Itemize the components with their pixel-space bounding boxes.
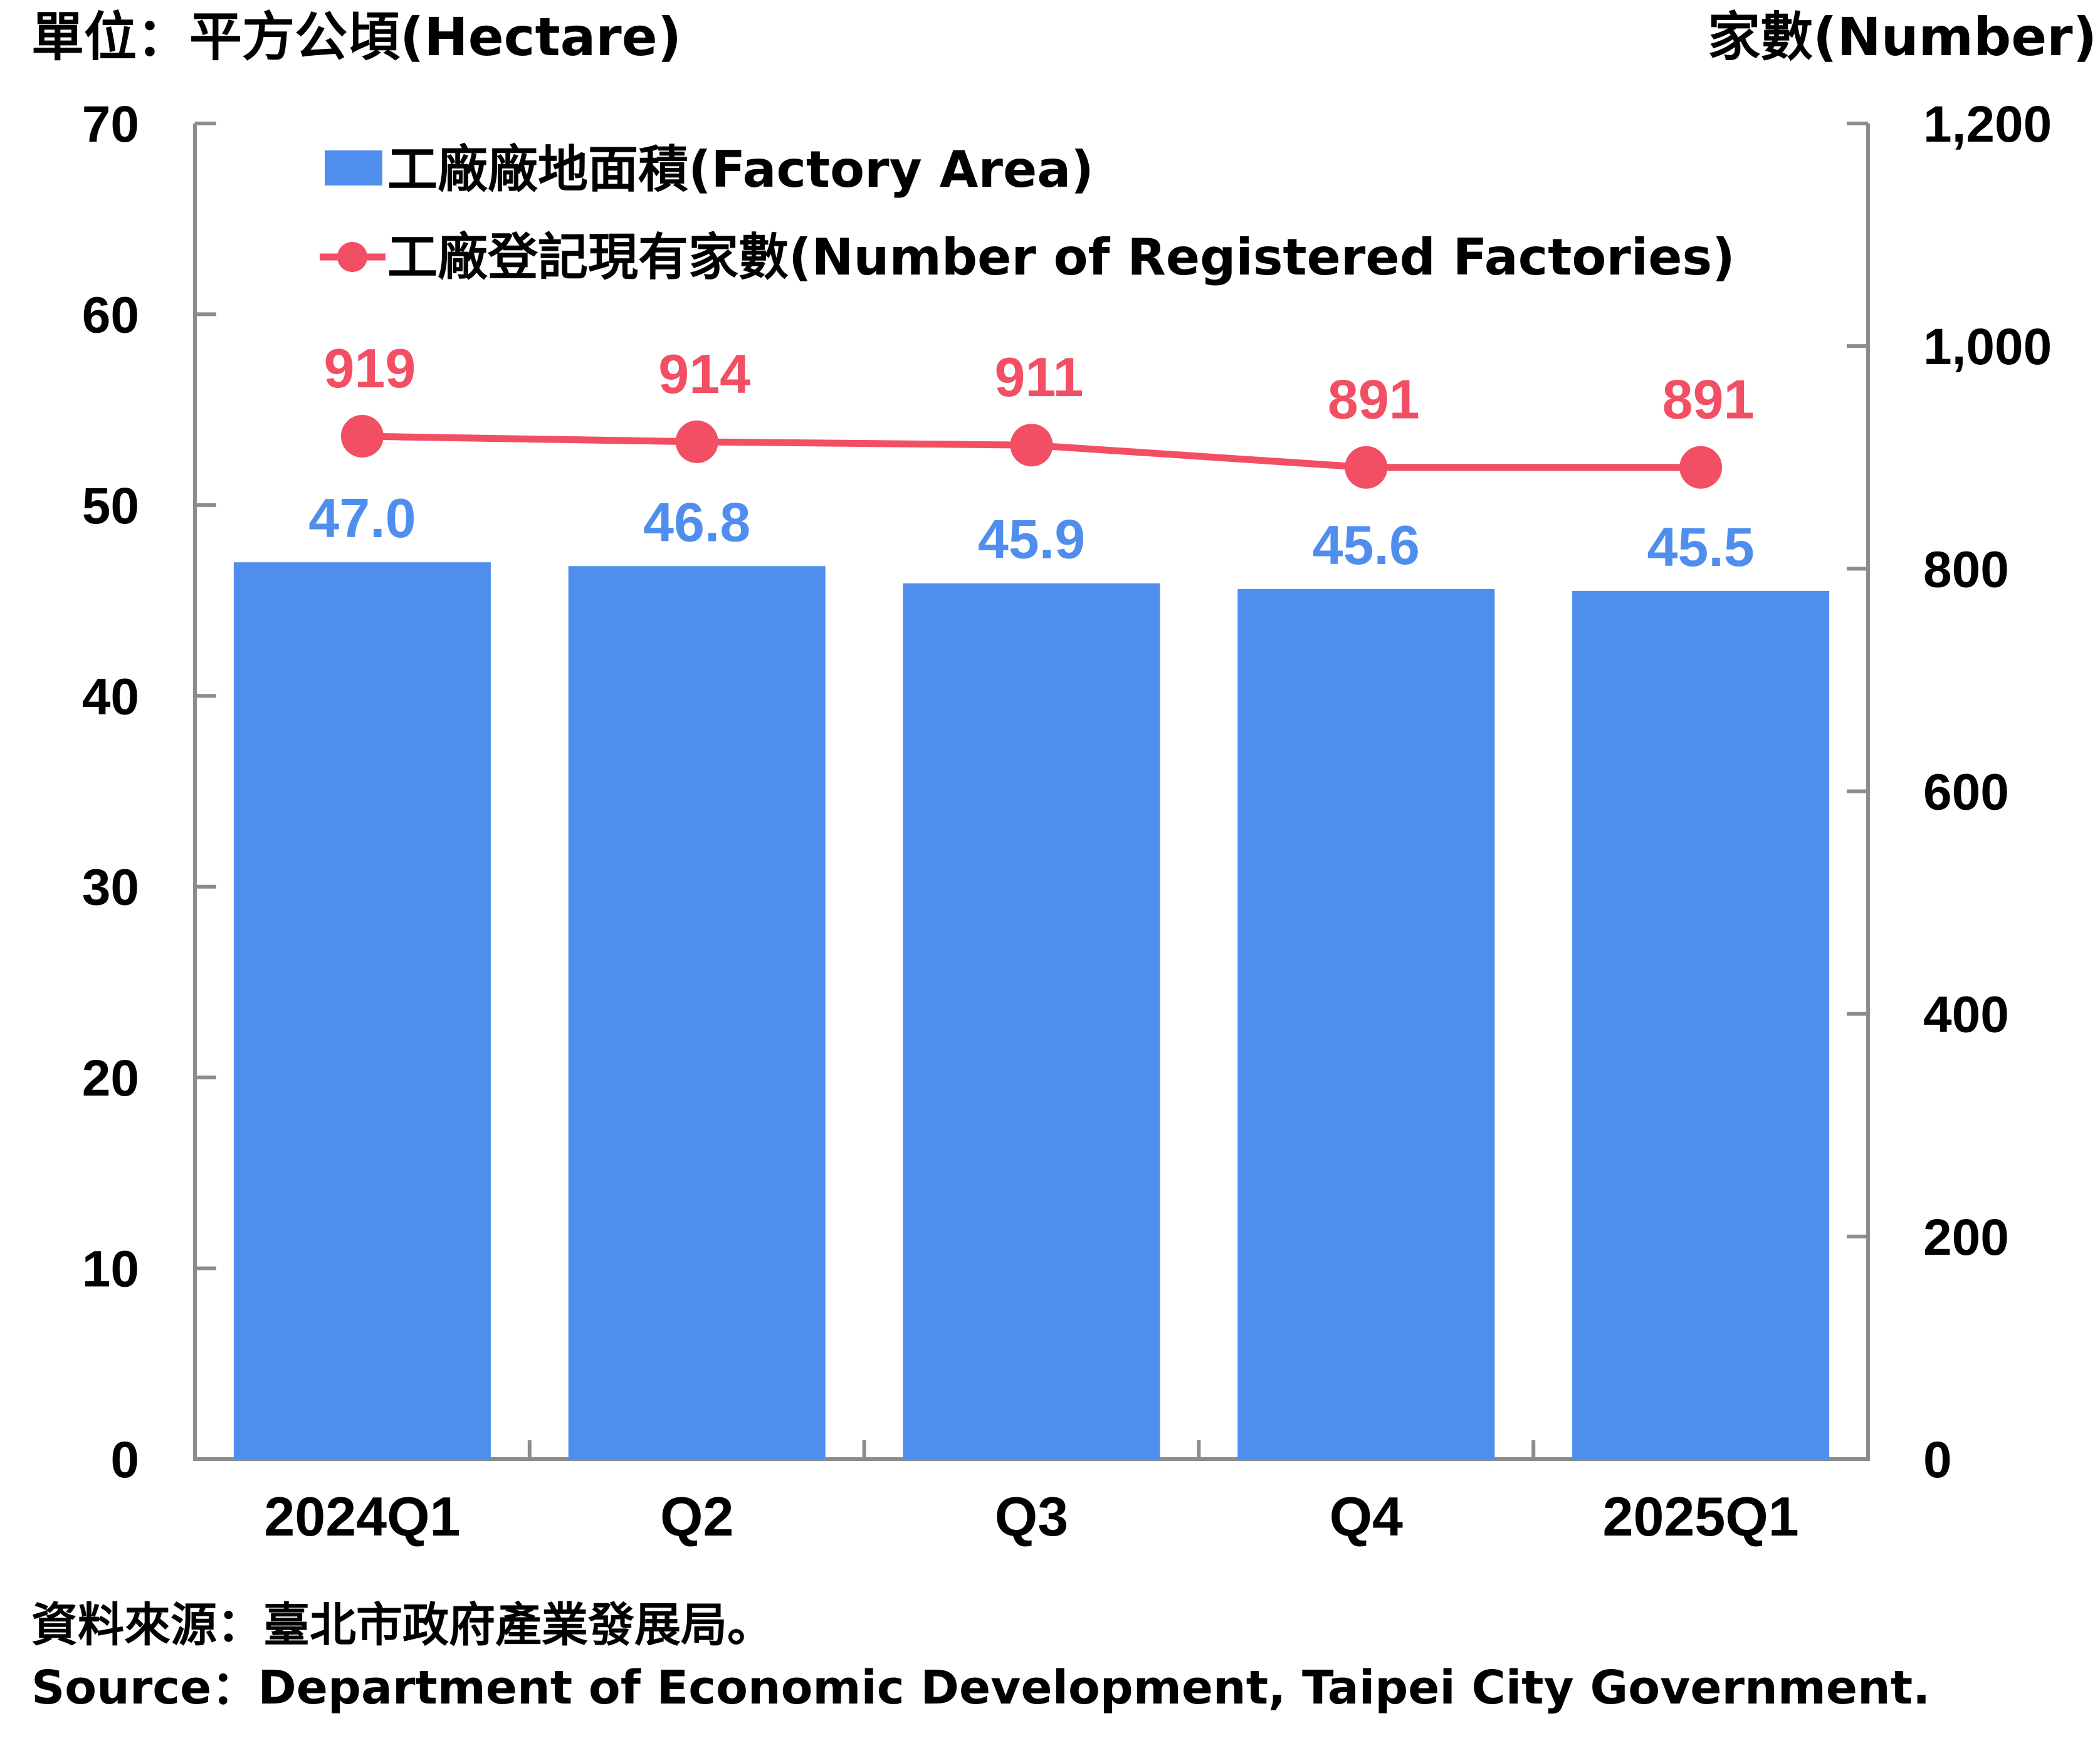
right-tick-label: 800 xyxy=(1923,541,2009,598)
left-ticks: 0 10 20 30 40 50 60 70 xyxy=(82,96,216,1489)
category-label: Q3 xyxy=(995,1485,1068,1547)
left-tick-label: 10 xyxy=(82,1241,139,1298)
right-tick-label: 1,000 xyxy=(1923,318,2052,375)
category-label: Q4 xyxy=(1330,1485,1403,1547)
category-label: 2025Q1 xyxy=(1603,1485,1799,1547)
line-marker xyxy=(1010,424,1053,467)
line-series xyxy=(340,415,1723,489)
line-marker xyxy=(675,420,718,463)
bar-value-label: 45.5 xyxy=(1647,516,1754,578)
right-tick-label: 200 xyxy=(1923,1209,2009,1266)
bars xyxy=(233,562,1830,1460)
line-value-label: 891 xyxy=(1328,369,1420,431)
bar xyxy=(1572,590,1830,1459)
legend-bar-swatch xyxy=(325,150,382,186)
source-en: Source：Department of Economic Developmen… xyxy=(31,1661,1930,1715)
bar xyxy=(233,562,491,1459)
bar-value-label: 47.0 xyxy=(308,487,416,549)
left-tick-label: 70 xyxy=(82,96,139,153)
line-marker xyxy=(1345,446,1388,489)
left-tick-label: 60 xyxy=(82,286,139,343)
right-tick-label: 600 xyxy=(1923,764,2009,821)
bar xyxy=(568,566,826,1459)
right-tick-label: 1,200 xyxy=(1923,96,2052,153)
line-value-label: 891 xyxy=(1662,369,1755,431)
left-tick-label: 30 xyxy=(82,859,139,916)
left-axis-label: 單位：平方公頃(Hectare) xyxy=(31,6,681,68)
legend-bar-label: 工廠廠地面積(Factory Area) xyxy=(387,140,1094,199)
line-value-label: 911 xyxy=(995,346,1084,408)
line-value-label: 919 xyxy=(323,337,416,399)
left-tick-label: 50 xyxy=(82,478,139,535)
bar xyxy=(1237,589,1495,1460)
line-value-label: 914 xyxy=(658,343,750,405)
left-tick-label: 0 xyxy=(110,1432,139,1489)
bar xyxy=(903,583,1160,1459)
legend: 工廠廠地面積(Factory Area) 工廠登記現有家數(Number of … xyxy=(320,140,1735,286)
x-ticks xyxy=(527,1440,1536,1459)
right-tick-label: 400 xyxy=(1923,987,2009,1044)
bar-value-label: 45.9 xyxy=(978,508,1085,570)
bar-value-label: 46.8 xyxy=(643,491,750,553)
category-label: 2024Q1 xyxy=(264,1485,460,1547)
left-tick-label: 40 xyxy=(82,668,139,725)
line-labels: 919 914 911 891 891 xyxy=(323,337,1754,431)
legend-line-label: 工廠登記現有家數(Number of Registered Factories) xyxy=(387,228,1735,286)
bar-labels: 47.0 46.8 45.9 45.6 45.5 xyxy=(308,487,1754,578)
line-marker xyxy=(1679,446,1723,489)
category-labels: 2024Q1 Q2 Q3 Q4 2025Q1 xyxy=(264,1485,1798,1547)
source-zh: 資料來源：臺北市政府產業發展局。 xyxy=(31,1598,774,1652)
right-tick-label: 0 xyxy=(1923,1432,1952,1489)
right-axis-label: 家數(Number) xyxy=(1708,6,2097,68)
bar-value-label: 45.6 xyxy=(1313,514,1420,576)
line-marker xyxy=(340,415,384,458)
right-ticks: 0 200 400 600 800 1,000 1,200 xyxy=(1847,96,2052,1489)
category-label: Q2 xyxy=(660,1485,733,1547)
left-tick-label: 20 xyxy=(82,1050,139,1107)
legend-line-marker xyxy=(337,242,367,272)
